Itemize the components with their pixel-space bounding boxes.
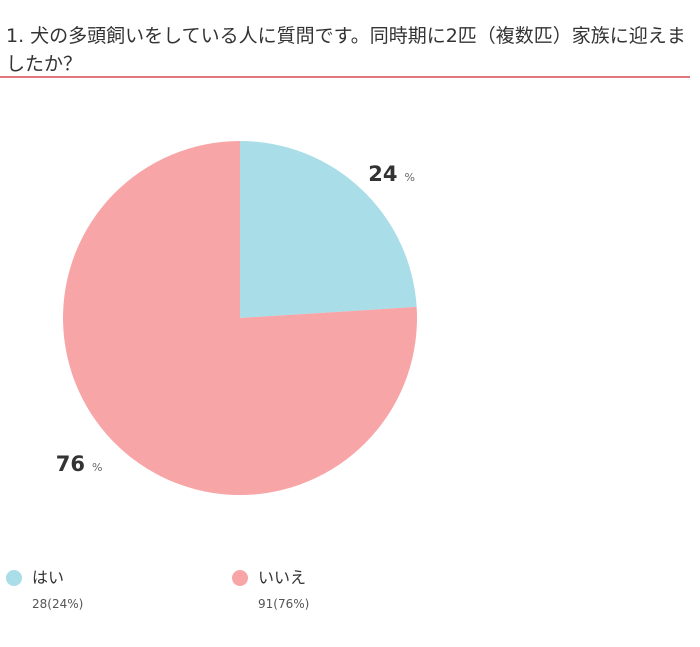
pie-label-yes-value: 24 [368,162,397,186]
question-title: 1. 犬の多頭飼いをしている人に質問です。同時期に2匹（複数匹）家族に迎えました… [6,25,686,75]
pie-slices [62,141,418,495]
chart-legend: はい 28(24%) いいえ 91(76%) [0,568,700,628]
legend-label-yes: はい [32,568,65,587]
legend-swatch-yes [6,570,22,586]
legend-count-no: 91(76%) [258,597,310,611]
pie-label-no: 76% [56,452,103,476]
pie-slice-no [62,141,418,495]
pie-labels: 24 %76% [56,162,415,476]
legend-count-yes: 28(24%) [32,597,84,611]
pie-label-yes: 24% [368,162,415,186]
pie-slice-yes [240,141,417,318]
pie-label-yes-unit: % [404,171,414,184]
legend-swatch-no [232,570,248,586]
pie-label-no-value: 76 [56,452,85,476]
legend-label-no: いいえ [258,568,307,587]
question-header: 1. 犬の多頭飼いをしている人に質問です。同時期に2匹（複数匹）家族に迎えました… [0,0,690,78]
pie-label-no-unit: % [92,461,102,474]
